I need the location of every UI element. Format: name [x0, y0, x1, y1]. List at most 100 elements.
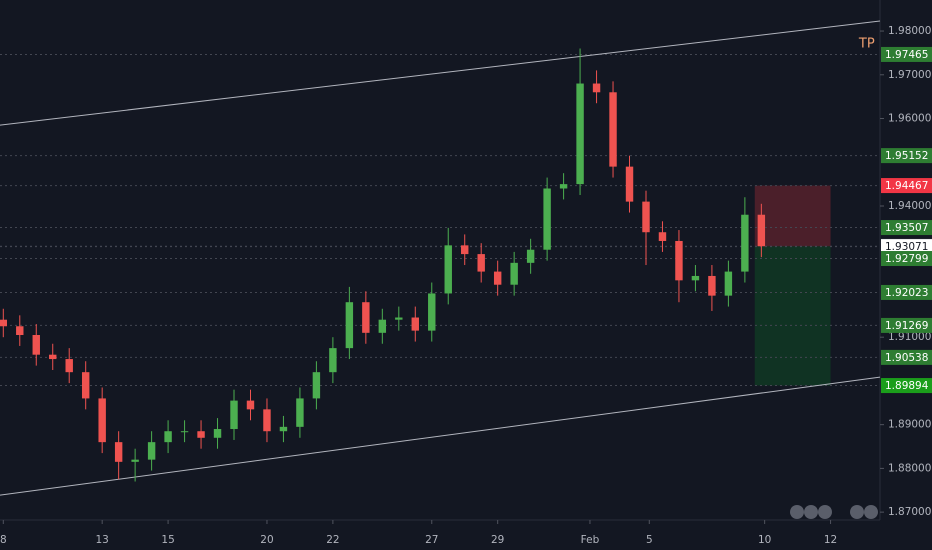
candle-body: [461, 245, 469, 255]
candle-body: [164, 431, 172, 443]
y-tick-label: 1.96000: [888, 113, 931, 125]
price-label: 1.95152: [885, 150, 928, 162]
price-label: 1.89894: [885, 380, 929, 392]
x-tick-label: 13: [95, 534, 108, 546]
x-tick-label: 27: [425, 534, 438, 546]
candle-body: [32, 335, 40, 355]
x-tick-label: 8: [0, 534, 7, 546]
y-tick-label: 1.94000: [888, 200, 931, 212]
candle-body: [493, 271, 502, 285]
price-label-box: [881, 317, 932, 333]
channel-line: [0, 20, 881, 126]
price-label-box: [881, 148, 932, 164]
candle-body: [131, 459, 139, 462]
candle-body: [147, 442, 156, 460]
stop-zone: [754, 185, 831, 247]
candle-body: [576, 83, 584, 185]
candle-body: [180, 431, 189, 433]
candle-body: [345, 302, 354, 349]
y-tick-label: 1.97000: [888, 69, 931, 81]
x-tick-label: 12: [824, 534, 837, 546]
candle-body: [428, 293, 436, 331]
flag-icons: [790, 505, 878, 519]
candle-body: [477, 254, 485, 272]
candle-body: [279, 426, 288, 432]
candle-body: [230, 400, 238, 430]
icon: [804, 505, 818, 519]
x-tick-label: 22: [326, 534, 339, 546]
candle-body: [658, 232, 667, 241]
candle-body: [329, 348, 337, 373]
candle-body: [197, 431, 205, 438]
price-label: 1.92023: [885, 287, 928, 299]
icon: [818, 505, 832, 519]
candle-body: [757, 214, 766, 247]
candle-body: [708, 275, 716, 296]
annotation: TP: [858, 37, 875, 52]
candle-body: [625, 166, 634, 202]
candle-body: [609, 92, 617, 167]
candle-body: [16, 326, 24, 336]
x-tick-label: 20: [260, 534, 273, 546]
candle-body: [65, 359, 73, 373]
price-label: 1.93071: [885, 241, 928, 253]
x-tick-label: 15: [161, 534, 174, 546]
candle-body: [543, 188, 551, 250]
price-label: 1.91269: [885, 320, 928, 332]
price-label-box: [881, 349, 932, 365]
candle-body: [49, 354, 57, 360]
price-label-box: [881, 220, 932, 236]
price-label-box: [881, 251, 932, 267]
price-label: 1.94467: [885, 180, 928, 192]
candle-body: [312, 372, 321, 399]
candle-body: [724, 271, 733, 296]
candle-body: [114, 442, 123, 462]
candle-body: [691, 275, 700, 281]
candle-body: [526, 249, 535, 263]
candle-body: [81, 372, 90, 399]
candle-body: [395, 317, 403, 320]
candle-body: [675, 240, 683, 281]
candle-body: [510, 262, 518, 285]
candle-body: [296, 398, 304, 427]
price-label: 1.93507: [885, 222, 928, 234]
candle-body: [0, 319, 8, 327]
y-tick-label: 1.91000: [888, 331, 931, 343]
candle-body: [246, 400, 255, 410]
y-tick-label: 1.89000: [888, 419, 931, 431]
candle-body: [213, 429, 222, 438]
price-label: 1.90538: [885, 352, 928, 364]
price-label-box: [881, 46, 932, 62]
x-tick-label: Feb: [581, 534, 600, 546]
x-tick-label: 10: [758, 534, 771, 546]
candle-body: [642, 201, 650, 233]
x-tick-label: 29: [491, 534, 504, 546]
icon: [864, 505, 878, 519]
candle-body: [263, 409, 271, 432]
icon: [850, 505, 864, 519]
candle-body: [98, 398, 106, 443]
target-zone: [754, 246, 831, 386]
price-label-box: [881, 239, 932, 255]
candle-body: [741, 214, 749, 272]
price-label-box: [881, 284, 932, 300]
x-tick-label: 5: [646, 534, 653, 546]
price-label: 1.97465: [885, 49, 928, 61]
candle-body: [592, 83, 601, 93]
candle-body: [559, 184, 568, 189]
icon: [790, 505, 804, 519]
y-tick-label: 1.87000: [888, 506, 931, 518]
channel-line: [0, 376, 881, 496]
candle-body: [411, 317, 419, 331]
price-label: 1.92799: [885, 253, 928, 265]
price-label-box: [881, 178, 932, 194]
candle-body: [444, 245, 452, 294]
y-tick-label: 1.98000: [888, 25, 931, 37]
candle-body: [362, 302, 370, 333]
candle-body: [378, 319, 387, 333]
y-tick-label: 1.88000: [888, 462, 931, 474]
price-label-box: [881, 378, 932, 394]
